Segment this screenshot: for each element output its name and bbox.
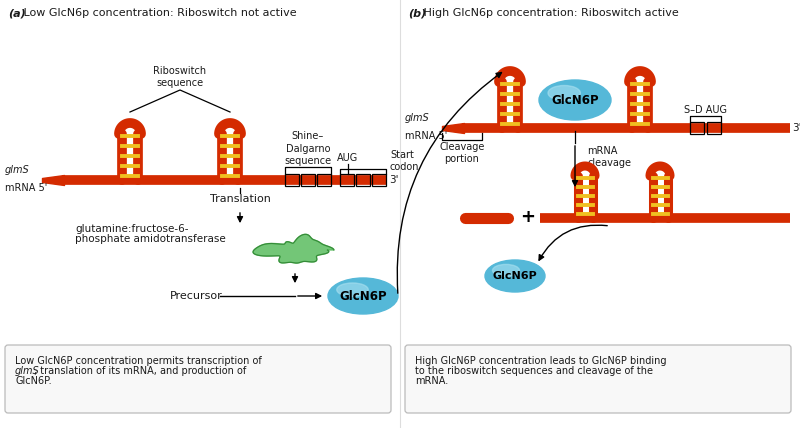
Text: High GlcN6p concentration: Riboswitch active: High GlcN6p concentration: Riboswitch ac… xyxy=(420,8,678,18)
Text: Shine–
Dalgarno
sequence: Shine– Dalgarno sequence xyxy=(285,131,331,166)
Text: phosphate amidotransferase: phosphate amidotransferase xyxy=(75,234,226,244)
Text: glutamine:fructose-6-: glutamine:fructose-6- xyxy=(75,224,189,234)
Text: mRNA
cleavage: mRNA cleavage xyxy=(587,146,631,168)
Text: mRNA 5': mRNA 5' xyxy=(5,183,47,193)
Bar xyxy=(707,122,721,134)
Text: 3': 3' xyxy=(389,175,398,185)
Bar xyxy=(340,174,354,186)
Text: mRNA 5': mRNA 5' xyxy=(405,131,447,141)
Ellipse shape xyxy=(539,80,611,120)
Text: Riboswitch
sequence: Riboswitch sequence xyxy=(154,65,206,88)
Text: GlcN6P: GlcN6P xyxy=(493,271,538,281)
Ellipse shape xyxy=(328,278,398,314)
Bar xyxy=(356,174,370,186)
Text: glmS: glmS xyxy=(5,165,30,175)
FancyBboxPatch shape xyxy=(5,345,391,413)
Text: mRNA.: mRNA. xyxy=(415,376,448,386)
Text: (a): (a) xyxy=(8,8,26,18)
Text: to the riboswitch sequences and cleavage of the: to the riboswitch sequences and cleavage… xyxy=(415,366,653,376)
Bar xyxy=(285,174,299,186)
FancyBboxPatch shape xyxy=(405,345,791,413)
Text: Low GlcN6P concentration permits transcription of: Low GlcN6P concentration permits transcr… xyxy=(15,356,262,366)
Text: +: + xyxy=(520,208,535,226)
Text: glmS: glmS xyxy=(405,113,430,123)
Text: glmS: glmS xyxy=(15,366,40,376)
Text: Cleavage
portion: Cleavage portion xyxy=(439,142,485,164)
Text: High GlcN6P concentration leads to GlcN6P binding: High GlcN6P concentration leads to GlcN6… xyxy=(415,356,666,366)
Bar xyxy=(690,122,704,134)
Polygon shape xyxy=(253,234,334,263)
Ellipse shape xyxy=(548,86,581,101)
Text: Low GlcN6p concentration: Riboswitch not active: Low GlcN6p concentration: Riboswitch not… xyxy=(20,8,297,18)
Text: Start
codon: Start codon xyxy=(390,150,419,172)
Text: AUG: AUG xyxy=(338,153,358,163)
Text: , translation of its mRNA, and production of: , translation of its mRNA, and productio… xyxy=(34,366,246,376)
Text: 3': 3' xyxy=(792,123,800,133)
Text: GlcN6P.: GlcN6P. xyxy=(15,376,52,386)
Ellipse shape xyxy=(485,260,545,292)
Text: GlcN6P: GlcN6P xyxy=(551,93,599,107)
Text: Translation: Translation xyxy=(210,194,270,204)
Bar xyxy=(372,174,386,186)
Bar xyxy=(317,174,331,186)
Bar xyxy=(301,174,315,186)
Text: (b): (b) xyxy=(408,8,426,18)
Text: Precursor: Precursor xyxy=(170,291,222,301)
Text: GlcN6P: GlcN6P xyxy=(339,289,387,303)
Text: S–D AUG: S–D AUG xyxy=(684,105,727,115)
Ellipse shape xyxy=(493,265,519,276)
Ellipse shape xyxy=(337,283,368,297)
